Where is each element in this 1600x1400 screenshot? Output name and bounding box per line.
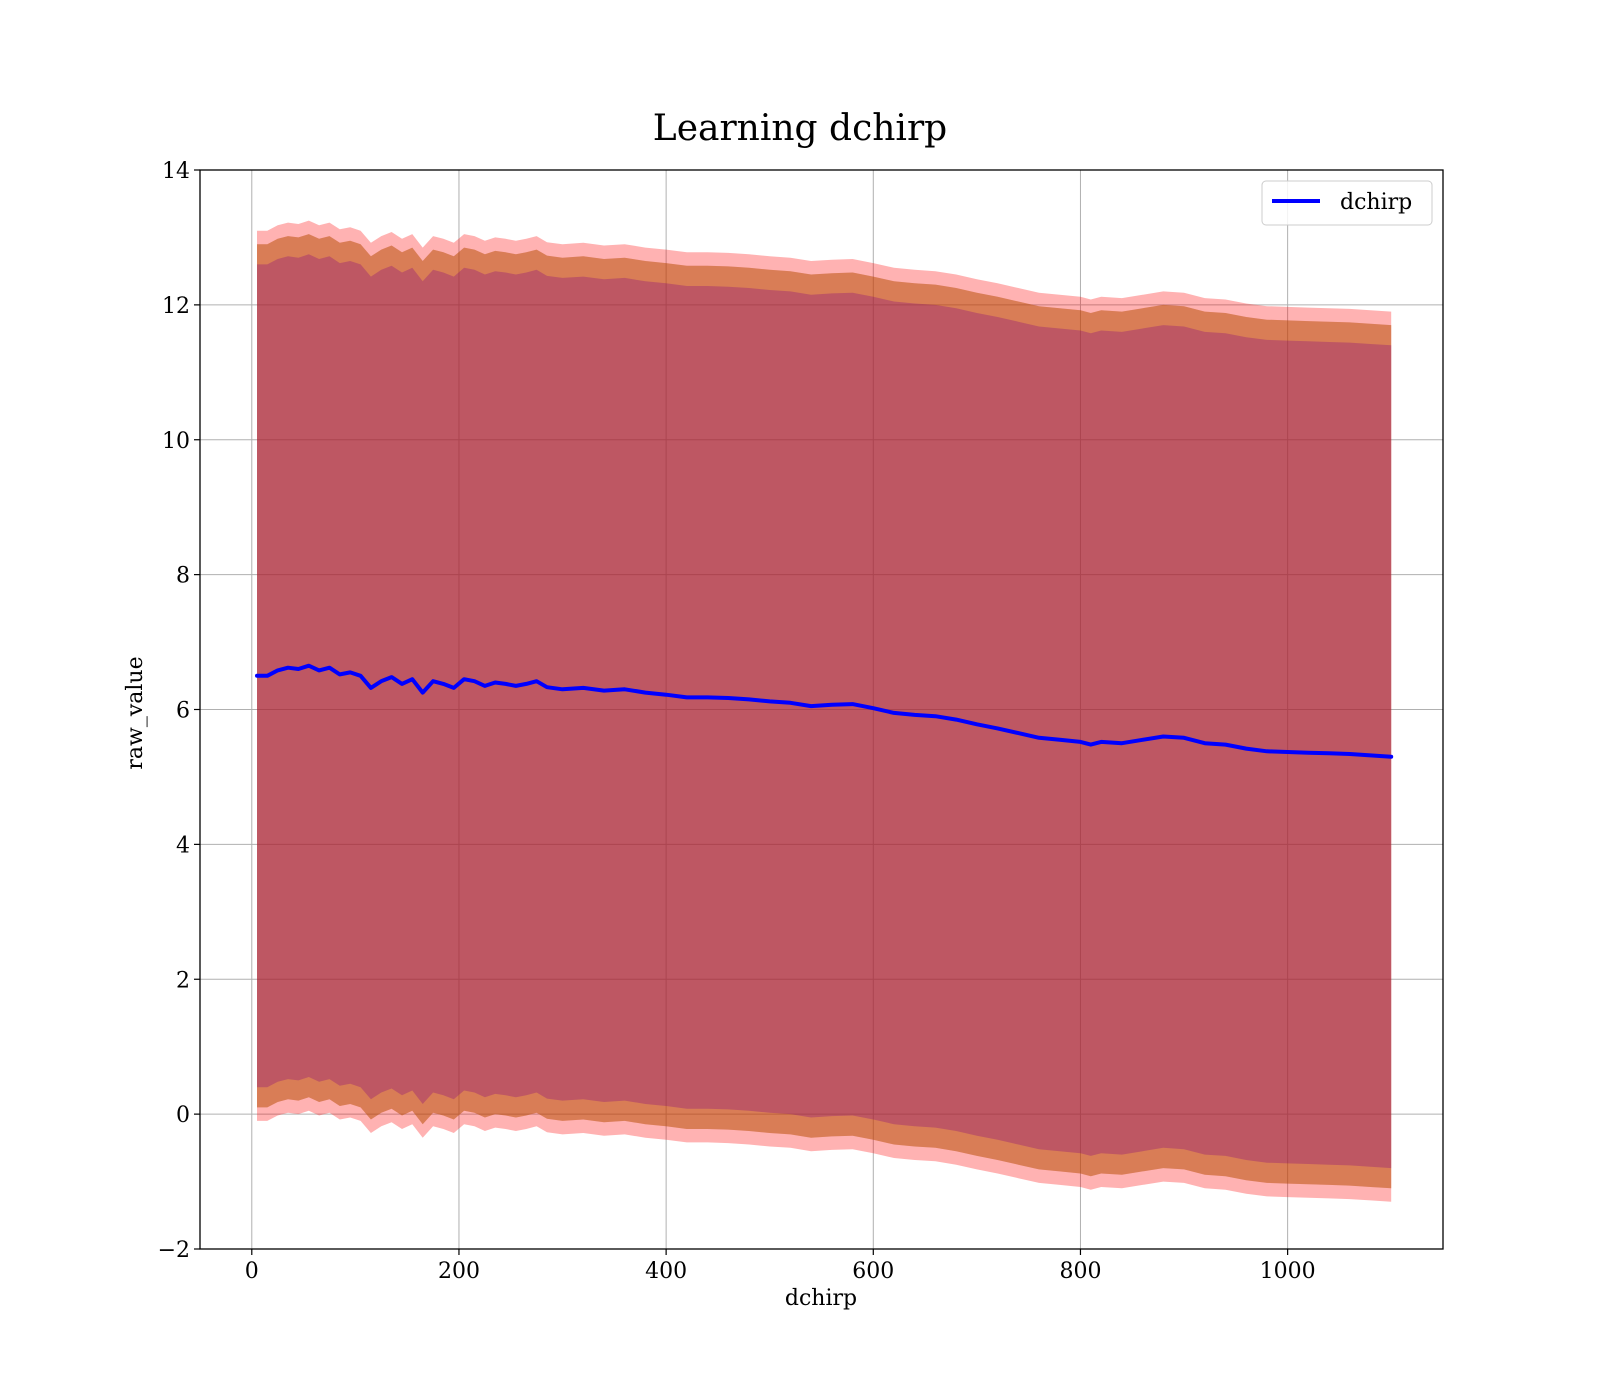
confidence-band-4 [257, 254, 1392, 1169]
x-tick-label: 800 [1059, 1259, 1101, 1284]
confidence-band-2 [257, 234, 1392, 1189]
series-line-dchirp [255, 663, 1394, 759]
uncertainty-bands [257, 220, 1392, 1202]
y-tick-label: 10 [162, 429, 190, 454]
x-axis-title: dchirp [785, 1286, 857, 1311]
y-axis-ticks: −2 0 2 4 6 8 10 12 14 [158, 159, 200, 1263]
legend-box [1261, 180, 1433, 226]
y-tick-label: 2 [176, 968, 190, 993]
y-tick-label: −2 [158, 1238, 190, 1263]
y-tick-label: 14 [162, 159, 190, 184]
y-tick-label: 0 [176, 1103, 190, 1128]
legend-label-dchirp: dchirp [1340, 190, 1412, 215]
x-tick-label: 400 [645, 1259, 687, 1284]
x-tick-label: 1000 [1260, 1259, 1316, 1284]
legend: dchirp [1261, 180, 1433, 226]
chart-title: Learning dchirp [653, 108, 947, 149]
y-axis-title: raw_value [123, 656, 148, 769]
x-tick-label: 600 [852, 1259, 894, 1284]
y-tick-label: 6 [176, 699, 190, 724]
x-tick-label: 0 [245, 1259, 259, 1284]
series-lines [255, 663, 1394, 759]
y-tick-label: 8 [176, 564, 190, 589]
x-axis-ticks: 0 200 400 600 800 1000 [245, 1249, 1316, 1284]
y-tick-label: 4 [176, 833, 190, 858]
x-tick-label: 200 [438, 1259, 480, 1284]
y-tick-label: 12 [162, 294, 190, 319]
confidence-band-3 [257, 234, 1392, 1189]
confidence-band-1 [257, 220, 1392, 1202]
